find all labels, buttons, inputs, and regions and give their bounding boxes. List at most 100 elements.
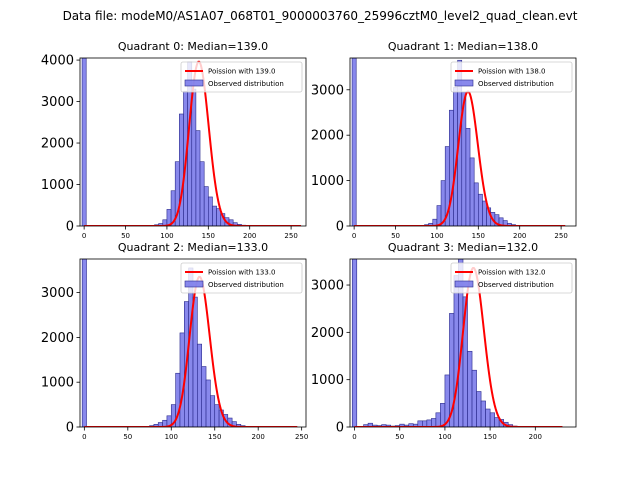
poisson-fit-line bbox=[354, 90, 566, 226]
x-tick-label: 100 bbox=[165, 433, 178, 441]
histogram-bar bbox=[465, 128, 471, 226]
legend-bar-swatch bbox=[184, 79, 204, 87]
legend-frame bbox=[450, 61, 573, 93]
histogram-bar bbox=[440, 403, 446, 427]
legend-bar-swatch bbox=[454, 280, 474, 288]
x-tick-label: 200 bbox=[529, 433, 542, 441]
quadrant-1-chart: Quadrant 1: Median=138.0 0 50 100 150 200 250 0… bbox=[311, 40, 577, 240]
y-tick-label: 0 bbox=[336, 220, 344, 235]
legend-label-poisson: Poission with 139.0 bbox=[208, 68, 276, 76]
legend-label-observed: Observed distribution bbox=[208, 80, 284, 88]
y-tick-label: 2000 bbox=[41, 137, 74, 152]
y-tick-label: 0 bbox=[66, 220, 74, 235]
x-tick-label: 50 bbox=[395, 433, 404, 441]
histogram-bar bbox=[480, 400, 486, 427]
histogram-bar bbox=[208, 196, 213, 226]
y-tick-label: 1000 bbox=[41, 376, 74, 391]
y-tick-label: 3000 bbox=[41, 95, 74, 110]
quadrant-3-chart: Quadrant 3: Median=132.0 0 50 100 150 2000 100… bbox=[311, 241, 577, 441]
histogram-bar bbox=[449, 109, 454, 226]
quadrant-2-chart: Quadrant 2: Median=133.0 0 50 100 150 200 250 0… bbox=[41, 241, 308, 441]
y-tick-label: 3000 bbox=[311, 83, 344, 98]
histogram-bar bbox=[212, 205, 217, 226]
legend-frame bbox=[450, 262, 573, 294]
x-tick-label: 100 bbox=[438, 433, 451, 441]
x-tick-label: 250 bbox=[284, 232, 297, 240]
legend-frame bbox=[180, 262, 303, 294]
histogram-bar bbox=[210, 395, 216, 427]
histogram-bar bbox=[473, 182, 479, 226]
quadrant-3-plot-area bbox=[351, 259, 563, 427]
histogram-bar bbox=[195, 130, 201, 226]
x-tick-label: 0 bbox=[352, 232, 356, 240]
legend-bar-swatch bbox=[184, 280, 204, 288]
histogram-bar bbox=[197, 343, 202, 427]
x-tick-label: 150 bbox=[208, 433, 221, 441]
x-tick-label: 250 bbox=[295, 433, 308, 441]
quadrant-3-title: Quadrant 3: Median=132.0 bbox=[388, 241, 538, 254]
x-tick-label: 50 bbox=[123, 433, 132, 441]
x-tick-label: 150 bbox=[202, 232, 215, 240]
histogram-bar bbox=[482, 200, 487, 226]
quadrant-3-legend: Poission with 132.0 Observed distribution bbox=[450, 262, 573, 294]
x-tick-label: 200 bbox=[252, 433, 265, 441]
x-tick-label: 0 bbox=[82, 433, 86, 441]
histogram-bar bbox=[478, 193, 483, 226]
y-tick-label: 2000 bbox=[311, 326, 344, 341]
y-tick-label: 3000 bbox=[311, 279, 344, 294]
legend-label-observed: Observed distribution bbox=[478, 80, 554, 88]
quadrant-2-legend: Poission with 133.0 Observed distribution bbox=[180, 262, 303, 294]
quadrant-0-legend: Poission with 139.0 Observed distribution bbox=[180, 61, 303, 93]
y-tick-label: 4000 bbox=[41, 54, 74, 69]
histogram-bar bbox=[471, 369, 477, 427]
histogram-bar bbox=[179, 113, 184, 226]
poisson-fit-line bbox=[84, 275, 298, 427]
x-tick-label: 150 bbox=[472, 232, 485, 240]
quadrant-1-title: Quadrant 1: Median=138.0 bbox=[388, 40, 538, 53]
histogram-bar bbox=[203, 186, 209, 226]
x-tick-label: 0 bbox=[82, 232, 86, 240]
legend-bar-swatch bbox=[454, 79, 474, 87]
quadrant-0-chart: Quadrant 0: Median=139.0 0 50 100 150 200 250 0… bbox=[41, 40, 307, 240]
histogram-bar bbox=[485, 408, 491, 427]
x-tick-label: 200 bbox=[243, 232, 256, 240]
figure-suptitle: Data file: modeM0/AS1A07_068T01_90000037… bbox=[63, 9, 578, 23]
quadrant-0-axes-frame bbox=[79, 57, 307, 227]
histogram-bar-zero-spike bbox=[81, 58, 87, 226]
quadrant-2-axes-frame bbox=[79, 258, 307, 428]
x-tick-label: 250 bbox=[554, 232, 567, 240]
histogram-bar bbox=[199, 161, 205, 226]
poisson-fit-line bbox=[354, 266, 563, 427]
histogram-bar bbox=[205, 379, 211, 427]
legend-label-poisson: Poission with 132.0 bbox=[478, 269, 546, 277]
histogram-bar bbox=[192, 296, 198, 427]
y-tick-label: 1000 bbox=[311, 174, 344, 189]
quadrant-1-plot-area bbox=[351, 58, 566, 226]
quadrant-1-axes-frame bbox=[349, 57, 577, 227]
quadrant-2-title: Quadrant 2: Median=133.0 bbox=[118, 241, 268, 254]
x-tick-label: 200 bbox=[513, 232, 526, 240]
quadrant-1-legend: Poission with 138.0 Observed distribution bbox=[450, 61, 573, 93]
y-tick-label: 0 bbox=[336, 421, 344, 436]
y-tick-label: 1000 bbox=[311, 373, 344, 388]
histogram-bar bbox=[426, 419, 432, 427]
histogram-bar bbox=[489, 412, 495, 427]
histogram-bar-zero-spike bbox=[81, 259, 87, 427]
x-tick-label: 50 bbox=[391, 232, 400, 240]
histogram-bar bbox=[467, 350, 473, 427]
legend-label-poisson: Poission with 138.0 bbox=[478, 68, 546, 76]
histogram-bar bbox=[469, 157, 475, 226]
histogram-bar bbox=[435, 412, 441, 427]
histogram-bar-zero-spike bbox=[351, 259, 358, 427]
legend-label-poisson: Poission with 133.0 bbox=[208, 269, 276, 277]
histogram-bar bbox=[191, 88, 197, 226]
histogram-bar bbox=[494, 417, 500, 427]
histogram-bar-zero-spike bbox=[351, 58, 357, 226]
y-tick-label: 0 bbox=[66, 421, 74, 436]
x-tick-label: 50 bbox=[121, 232, 130, 240]
x-tick-label: 150 bbox=[483, 433, 496, 441]
histogram-bar bbox=[201, 366, 207, 427]
quadrant-3-axes-frame bbox=[349, 258, 577, 428]
x-tick-label: 100 bbox=[430, 232, 443, 240]
